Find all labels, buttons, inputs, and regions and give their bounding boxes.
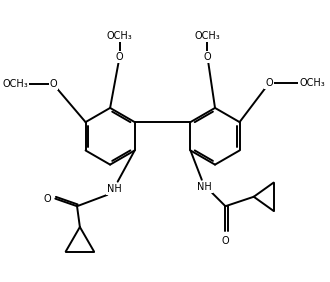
Text: NH: NH [197, 182, 212, 192]
Text: OCH₃: OCH₃ [195, 31, 220, 41]
Text: O: O [265, 78, 273, 88]
Text: OCH₃: OCH₃ [2, 79, 28, 89]
Text: O: O [44, 194, 51, 204]
Text: O: O [222, 236, 229, 246]
Text: OCH₃: OCH₃ [299, 78, 325, 88]
Text: O: O [50, 79, 57, 89]
Text: NH: NH [108, 184, 122, 194]
Text: O: O [116, 52, 123, 62]
Text: O: O [204, 52, 211, 62]
Text: OCH₃: OCH₃ [107, 31, 132, 41]
